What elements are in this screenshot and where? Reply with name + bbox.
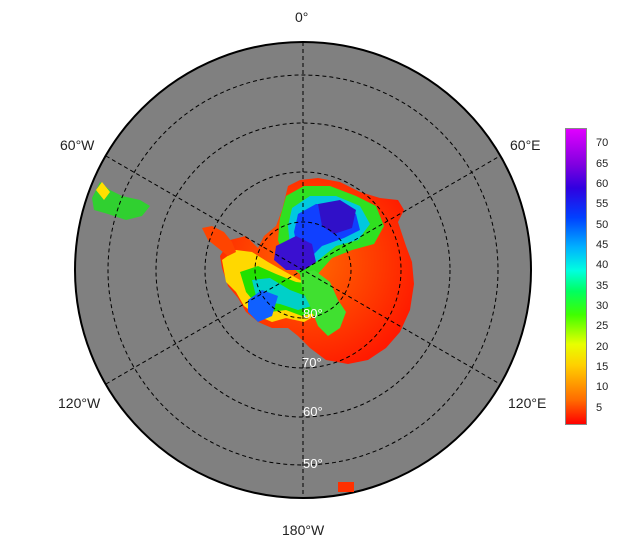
latitude-label-80: 80° [303,306,323,321]
plateau-indigo-2 [274,236,316,270]
colorbar-tick-35: 35 [596,279,609,292]
latitude-label-50: 50° [303,456,323,471]
colorbar-tick-55: 55 [596,198,609,211]
meridian-label-60w: 60°W [60,137,95,153]
south-america-tip-yellow [96,182,110,200]
meridian-label-180w: 180°W [282,522,325,538]
latitude-label-70: 70° [302,355,322,370]
colorbar [565,128,587,425]
colorbar-tick-60: 60 [596,177,609,190]
antarctic-peninsula [202,226,236,256]
colorbar-tick-50: 50 [596,218,609,231]
colorbar-tick-30: 30 [596,300,609,312]
colorbar-tick-70: 70 [596,137,609,150]
meridian-grid [105,42,501,498]
colorbar-tick-15: 15 [596,361,609,374]
latitude-label-60: 60° [303,404,323,419]
meridian-label-60e: 60°E [510,137,541,153]
plateau-green-2 [300,270,346,336]
colorbar-tick-45: 45 [596,238,609,251]
west-antarctica-blue [248,290,278,322]
meridian-label-0: 0° [295,9,309,25]
latitude-grid [107,74,499,466]
meridian-label-120w: 120°W [58,395,101,411]
colorbar-tick-20: 20 [596,340,609,353]
colorbar-tick-10: 10 [596,381,609,394]
colorbar-tick-65: 65 [596,157,609,170]
meridian-label-120e: 120°E [508,395,547,411]
island-new-zealand-south [338,482,354,492]
colorbar-tick-40: 40 [596,259,609,272]
plateau-indigo [318,200,356,234]
colorbar-tick-25: 25 [596,320,609,333]
colorbar-tick-5: 5 [596,401,603,414]
